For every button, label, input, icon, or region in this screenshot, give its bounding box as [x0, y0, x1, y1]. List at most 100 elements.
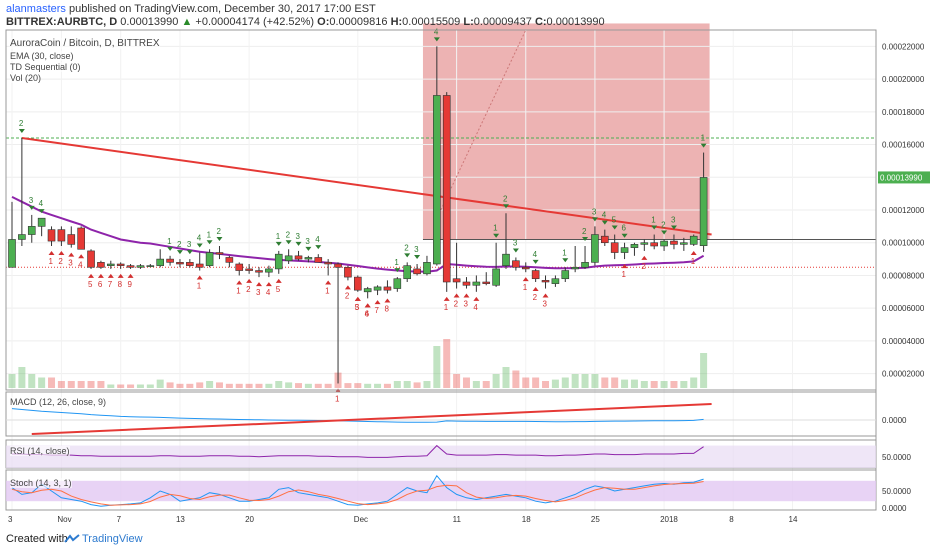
candle-body [235, 263, 244, 271]
volume-bar [215, 382, 223, 388]
x-tick-label: 3 [8, 515, 13, 524]
x-tick-label: 2018 [660, 515, 678, 524]
td-down-arrow [641, 255, 648, 260]
volume-bar [354, 383, 362, 388]
td-down-count: 2 [246, 285, 251, 294]
td-up-count: 3 [305, 237, 310, 246]
td-up-arrow [275, 241, 282, 246]
td-up-arrow [295, 241, 302, 246]
volume-bar [542, 381, 550, 388]
td-up-arrow [611, 225, 618, 230]
volume-bar [443, 339, 451, 388]
candle-body [680, 242, 688, 245]
volume-bar [57, 381, 65, 388]
candle-body [156, 258, 164, 266]
price-tick-label: 0.00020000 [882, 75, 925, 84]
td-down-arrow [78, 254, 85, 259]
td-down-arrow [354, 296, 361, 301]
candle-body [344, 266, 352, 278]
price-tick-label: 0.00008000 [882, 271, 925, 280]
td-up-arrow [28, 205, 35, 210]
volume-bar [117, 384, 125, 388]
candle-body [512, 260, 520, 268]
td-up-arrow [285, 240, 292, 245]
volume-bar [403, 381, 411, 388]
volume-bar [532, 377, 540, 388]
x-tick-label: Nov [57, 515, 71, 524]
candle-body [531, 270, 540, 280]
macd-legend[interactable]: MACD (12, 26, close, 9) [10, 397, 107, 407]
volume-bar [67, 381, 75, 388]
td-up-arrow [512, 248, 519, 253]
candle-body [284, 255, 293, 262]
candle-body [363, 288, 372, 293]
candle-body [403, 265, 412, 280]
td-down-arrow [374, 300, 381, 305]
volume-bar [522, 377, 530, 388]
volume-bar [156, 379, 164, 388]
td-down-arrow [275, 278, 282, 283]
td-up-arrow [621, 233, 628, 238]
open-value: 0.00009816 [329, 16, 388, 28]
price-tick-label: 0.00012000 [882, 206, 925, 215]
td-up-arrow [493, 233, 500, 238]
volume-bar [670, 381, 678, 388]
close-value: 0.00013990 [546, 16, 605, 28]
volume-bar [304, 383, 312, 388]
volume-bar [206, 381, 214, 388]
price-tick-label: 0.00002000 [882, 370, 925, 379]
rsi-line [12, 444, 704, 458]
td-up-count: 2 [177, 240, 182, 249]
author-link[interactable]: alanmasters [6, 3, 66, 15]
td-down-count: 1 [523, 283, 528, 292]
td-down-arrow [117, 273, 124, 278]
volume-bar [235, 383, 243, 388]
td-down-arrow [473, 296, 480, 301]
tradingview-brand[interactable]: TradingView [82, 533, 143, 545]
price-tick-label: 0.00006000 [882, 304, 925, 313]
candle-body [600, 235, 609, 244]
candle-body [176, 262, 184, 265]
volume-bar [630, 379, 638, 388]
td-down-arrow [58, 251, 65, 255]
td-up-count: 5 [612, 216, 617, 225]
volume-bar [18, 367, 26, 388]
candle-body [324, 262, 332, 265]
td-down-count: 1 [49, 257, 54, 266]
td-down-count: 2 [533, 293, 538, 302]
candle-body [620, 247, 629, 253]
price-tick-label: 0.00016000 [882, 141, 925, 150]
td-up-count: 4 [197, 234, 202, 243]
candle-body [126, 265, 135, 268]
candle-body [699, 177, 708, 246]
td-up-arrow [167, 246, 174, 251]
ema-legend[interactable]: EMA (30, close) [10, 51, 74, 61]
volume-bar [8, 374, 16, 388]
candle-body [660, 240, 668, 247]
symbol-name: BITTREX:AURBTC, D [6, 16, 118, 28]
low-label: L: [463, 16, 474, 28]
stoch-legend[interactable]: Stoch (14, 3, 1) [10, 478, 72, 488]
td-up-arrow [216, 237, 223, 241]
volume-bar [502, 367, 510, 388]
candle-body [215, 252, 224, 255]
td-down-arrow [542, 293, 549, 298]
td-down-arrow [265, 282, 272, 287]
volume-bar [186, 383, 194, 388]
td-down-count: 4 [365, 309, 370, 318]
td-down-count: 7 [375, 306, 380, 315]
vol-legend[interactable]: Vol (20) [10, 73, 42, 83]
published-text: published on TradingView.com, December 3… [68, 3, 376, 15]
td-up-count: 1 [394, 258, 399, 267]
rsi-legend[interactable]: RSI (14, close) [10, 446, 70, 456]
td-up-arrow [394, 268, 401, 273]
candle-body [472, 281, 481, 286]
td-down-count: 6 [365, 309, 370, 318]
footer: Created with TradingView [0, 528, 932, 550]
td-up-count: 4 [533, 250, 538, 259]
td-legend[interactable]: TD Sequential (0) [10, 62, 81, 72]
volume-bar [324, 383, 332, 388]
volume-bar [551, 379, 559, 388]
volume-bar [393, 381, 401, 388]
